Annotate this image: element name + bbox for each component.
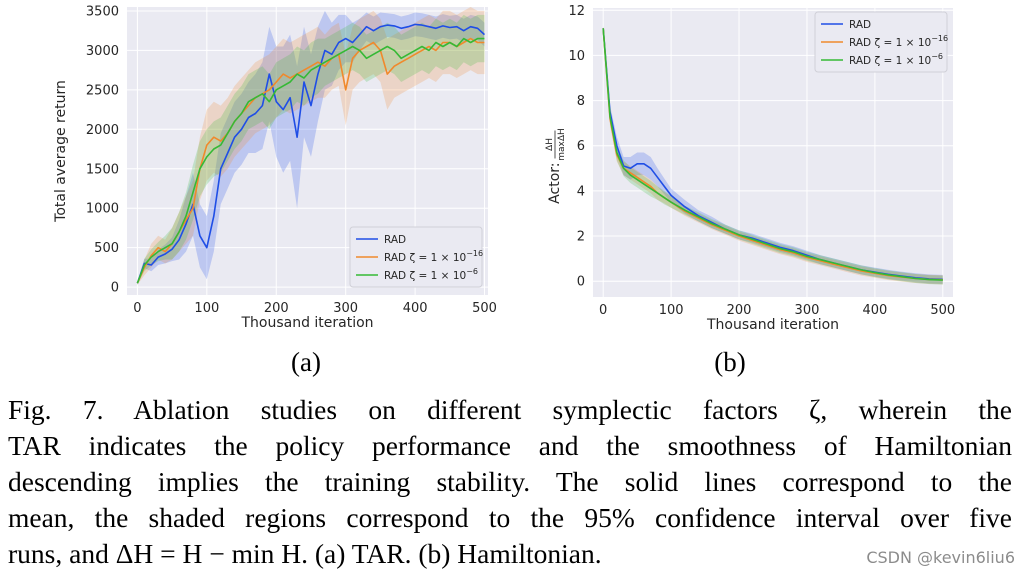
y-tick-label: 0 xyxy=(111,281,119,296)
confidence-band-z16 xyxy=(137,7,485,285)
caption-line-1: Fig. 7. Ablation studies on different sy… xyxy=(8,394,1012,425)
x-tick-label: 400 xyxy=(403,301,428,316)
y-tick-label: 6 xyxy=(577,139,585,154)
x-tick-label: 0 xyxy=(133,301,141,316)
figure-caption: Fig. 7. Ablation studies on different sy… xyxy=(8,392,1012,572)
caption-line-3: descending implies the training stabilit… xyxy=(8,466,1012,497)
plot-series-0 xyxy=(136,7,486,285)
panel-a-chart: 0 500 1000 1500 2000 2500 3000 3500 0 100 200 300 40… xyxy=(53,4,497,331)
legend-label: RAD xyxy=(384,234,406,246)
legend-label: RAD xyxy=(849,19,871,31)
y-axis-title-prefix: Actor: xyxy=(547,163,563,204)
y-tick-label: 1500 xyxy=(86,162,119,177)
legend-label: RAD ζ = 1 × 10−16 xyxy=(384,249,483,264)
x-tick-label: 200 xyxy=(727,303,752,318)
x-axis-title: Thousand iteration xyxy=(240,315,373,331)
y-tick-label: 8 xyxy=(577,94,585,109)
panel-a-label: (a) xyxy=(291,347,321,377)
y-tick-label: 1000 xyxy=(86,202,119,217)
y-tick-label: 500 xyxy=(94,241,119,256)
panel-b-label: (b) xyxy=(714,347,745,377)
legend-label: RAD ζ = 1 × 10−6 xyxy=(849,52,943,67)
y-tick-label: 3500 xyxy=(86,4,119,19)
legend-box xyxy=(349,226,483,288)
legend-box xyxy=(814,11,948,73)
panel-b-chart: 0 2 4 6 8 10 12 0 100 200 300 400 500 Thousand iterat… xyxy=(545,4,955,333)
x-tick-label: 0 xyxy=(599,303,607,318)
x-tick-label: 100 xyxy=(194,301,219,316)
series-line-z6 xyxy=(602,28,943,281)
legend-label: RAD ζ = 1 × 10−6 xyxy=(384,267,478,282)
series-line-z6 xyxy=(136,37,485,284)
y-tick-label: 2000 xyxy=(86,123,119,138)
y-axis-title: Total average return xyxy=(53,80,69,223)
x-tick-label: 500 xyxy=(472,301,497,316)
y-axis-title: Actor: ΔH maxΔH xyxy=(545,128,567,204)
x-tick-label: 500 xyxy=(930,303,955,318)
y-tick-label: 2 xyxy=(577,230,585,245)
y-tick-label: 3000 xyxy=(86,44,119,59)
series-line-rad xyxy=(136,23,486,284)
y-tick-label: 10 xyxy=(568,49,585,64)
y-axis-title-denominator: maxΔH xyxy=(557,128,567,161)
y-tick-label: 0 xyxy=(577,275,585,290)
caption-line-2: TAR indicates the policy performance and… xyxy=(8,430,1012,461)
x-tick-label: 300 xyxy=(333,301,358,316)
legend-label: RAD ζ = 1 × 10−16 xyxy=(849,34,948,49)
y-tick-label: 2500 xyxy=(86,83,119,98)
caption-line-4: mean, the shaded regions correspond to t… xyxy=(8,502,1012,533)
x-tick-label: 300 xyxy=(795,303,820,318)
y-tick-label: 12 xyxy=(568,4,585,19)
x-tick-label: 400 xyxy=(862,303,887,318)
x-axis-title: Thousand iteration xyxy=(706,317,839,333)
confidence-band-rad xyxy=(137,10,485,285)
y-tick-label: 4 xyxy=(577,184,585,199)
x-tick-label: 200 xyxy=(264,301,289,316)
x-tick-label: 100 xyxy=(659,303,684,318)
series-line-z16 xyxy=(136,37,485,284)
plot-series-1 xyxy=(602,26,943,285)
caption-line-5: runs, and ΔH = H − min H. (a) TAR. (b) H… xyxy=(8,538,602,569)
watermark: CSDN @kevin6liu6 xyxy=(866,548,1015,567)
y-axis-title-numerator: ΔH xyxy=(545,138,555,151)
